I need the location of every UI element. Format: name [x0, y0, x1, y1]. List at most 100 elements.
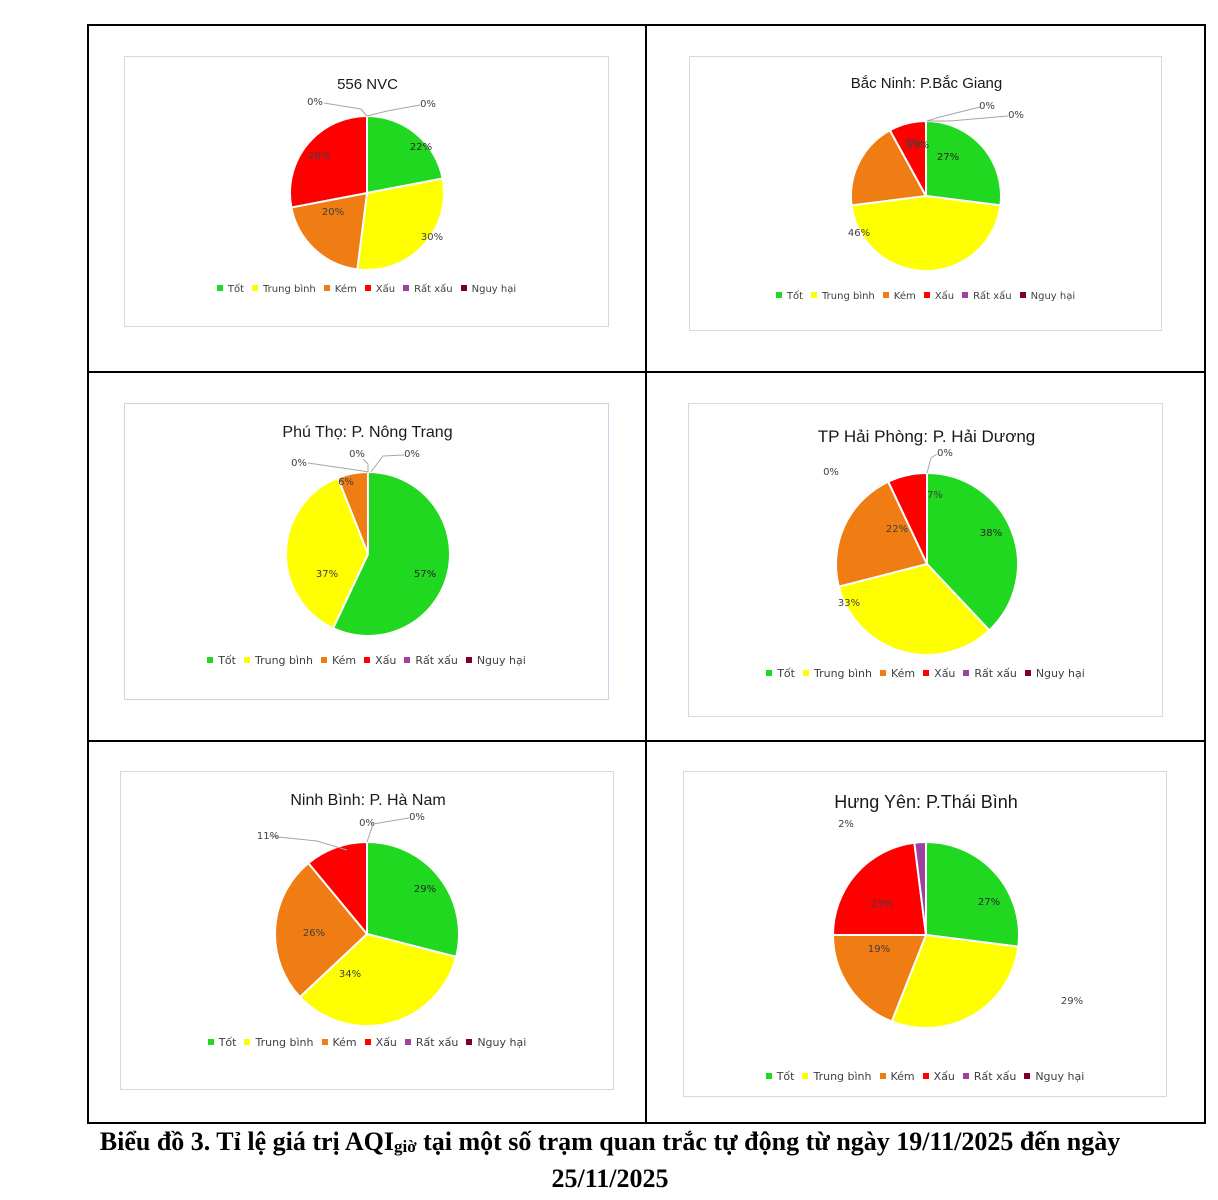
- legend-label: Rất xấu: [414, 284, 453, 295]
- legend-item: Kém: [882, 291, 916, 302]
- legend-item: Kém: [879, 1070, 915, 1083]
- legend-item: Xấu: [364, 654, 396, 667]
- legend-label: Nguy hại: [477, 1036, 527, 1049]
- chart-title: Bắc Ninh: P.Bắc Giang: [851, 75, 1002, 92]
- pie-slice: [831, 934, 928, 1023]
- leader-line: [366, 817, 410, 843]
- data-label: 29%: [414, 884, 436, 895]
- pie-slice: [366, 840, 460, 959]
- pie-slice: [890, 933, 1020, 1029]
- chart-legend: Tốt Trung bình Kém Xấu Rất xấu Nguy hại: [121, 1036, 613, 1049]
- data-label: 28%: [308, 151, 330, 162]
- legend-swatch: [321, 1039, 328, 1045]
- legend-item: Trung bình: [811, 291, 875, 302]
- data-label: 19%: [868, 944, 890, 955]
- data-label: 29%: [1061, 996, 1083, 1007]
- pie-slice: [298, 932, 458, 1027]
- legend-swatch: [207, 1039, 214, 1045]
- legend-swatch: [465, 657, 472, 663]
- leader-line: [268, 835, 348, 851]
- caption-suffix: tại một số trạm quan trắc tự động từ ngà…: [416, 1127, 1121, 1193]
- pie-slice: [850, 194, 1002, 272]
- data-label: 23%: [871, 899, 893, 910]
- legend-swatch: [923, 670, 930, 676]
- legend-swatch: [244, 1039, 251, 1045]
- legend-swatch: [243, 657, 250, 663]
- legend-label: Rất xấu: [973, 291, 1012, 302]
- legend-swatch: [880, 670, 886, 676]
- legend-item: Rất xấu: [963, 667, 1017, 680]
- legend-swatch: [404, 657, 411, 663]
- legend-item: Kém: [323, 284, 357, 295]
- chart-panel-hung-yen: Hưng Yên: P.Thái Bình 27% 29% 19% 23% 2% Tốt T…: [683, 771, 1167, 1097]
- data-label: 20%: [322, 207, 344, 218]
- legend-item: Tốt: [216, 284, 244, 295]
- legend-label: Nguy hại: [1035, 667, 1085, 680]
- leader-line: [926, 106, 981, 122]
- chart-panel-hai-phong: TP Hải Phòng: P. Hải Dương 38% 33% 22% 7% 0% 0…: [688, 403, 1163, 717]
- legend-label: Trung bình: [822, 291, 875, 302]
- legend-label: Trung bình: [254, 654, 313, 667]
- legend-item: Tốt: [766, 667, 795, 680]
- legend-swatch: [323, 285, 330, 291]
- legend-label: Rất xấu: [415, 1036, 459, 1049]
- legend-label: Tốt: [776, 1070, 795, 1083]
- data-label: 0%: [359, 818, 375, 829]
- legend-label: Tốt: [786, 291, 804, 302]
- legend-label: Nguy hại: [1030, 291, 1076, 302]
- legend-swatch: [882, 292, 889, 298]
- legend-item: Tốt: [775, 291, 804, 302]
- legend-item: Xấu: [922, 1070, 955, 1083]
- legend-label: Kém: [332, 1036, 357, 1049]
- legend-swatch: [802, 670, 809, 676]
- legend-swatch: [811, 292, 818, 298]
- legend-item: Nguy hại: [465, 654, 526, 667]
- data-label: 37%: [316, 569, 338, 580]
- data-label: 46%: [848, 228, 870, 239]
- legend-label: Kém: [893, 291, 916, 302]
- legend-item: Trung bình: [802, 667, 872, 680]
- pie-slice: [306, 840, 368, 937]
- figure-caption: Biểu đồ 3. Tỉ lệ giá trị AQIgiờ tại một …: [40, 1126, 1180, 1195]
- chart-panel-phu-tho: Phú Thọ: P. Nông Trang 57% 37% 6% 0% 0% 0% Tốt…: [124, 403, 609, 700]
- legend-item: Tốt: [765, 1070, 795, 1083]
- pie-slice: [285, 476, 370, 630]
- legend-swatch: [364, 1039, 371, 1045]
- legend-item: Rất xấu: [962, 291, 1012, 302]
- data-label: 0%: [1008, 110, 1024, 121]
- data-label: 0%: [409, 812, 425, 823]
- leader-line: [926, 453, 938, 474]
- data-label: 27%: [937, 152, 959, 163]
- data-label: 8%: [905, 138, 921, 149]
- pie-slice: [331, 470, 451, 637]
- chart-title: TP Hải Phòng: P. Hải Dương: [818, 427, 1036, 446]
- legend-swatch: [404, 1039, 411, 1045]
- leader-line: [370, 454, 405, 473]
- chart-panel-ninh-binh: Ninh Bình: P. Hà Nam 29% 34% 26% 11% 0% 0% Tốt…: [120, 771, 614, 1090]
- legend-label: Tốt: [218, 654, 236, 667]
- legend-label: Nguy hại: [476, 654, 526, 667]
- legend-label: Kém: [332, 654, 357, 667]
- leader-line: [366, 104, 421, 117]
- caption-prefix: Biểu đồ 3. Tỉ lệ giá trị AQI: [99, 1127, 394, 1156]
- pie-slice: [274, 861, 369, 999]
- pie-chart: TP Hải Phòng: P. Hải Dương 38% 33% 22% 7% 0% 0…: [818, 427, 1036, 656]
- pie-slice: [886, 471, 928, 565]
- pie-slice: [290, 191, 369, 271]
- data-label: 0%: [404, 449, 420, 460]
- leader-line: [323, 102, 368, 117]
- legend-swatch: [1024, 1073, 1031, 1079]
- pie-slice: [888, 119, 927, 197]
- legend-item: Xấu: [923, 291, 955, 302]
- data-label: 19%: [907, 140, 929, 151]
- legend-item: Rất xấu: [962, 1070, 1017, 1083]
- legend-label: Xấu: [375, 284, 396, 295]
- pie-slice: [835, 480, 929, 588]
- legend-label: Rất xấu: [973, 1070, 1017, 1083]
- legend-label: Xấu: [934, 291, 955, 302]
- chart-title: Ninh Bình: P. Hà Nam: [290, 792, 445, 809]
- legend-swatch: [963, 670, 970, 676]
- chart-legend: Tốt Trung bình Kém Xấu Rất xấu Nguy hại: [684, 1070, 1166, 1083]
- legend-swatch: [775, 292, 782, 298]
- leader-line: [307, 462, 369, 473]
